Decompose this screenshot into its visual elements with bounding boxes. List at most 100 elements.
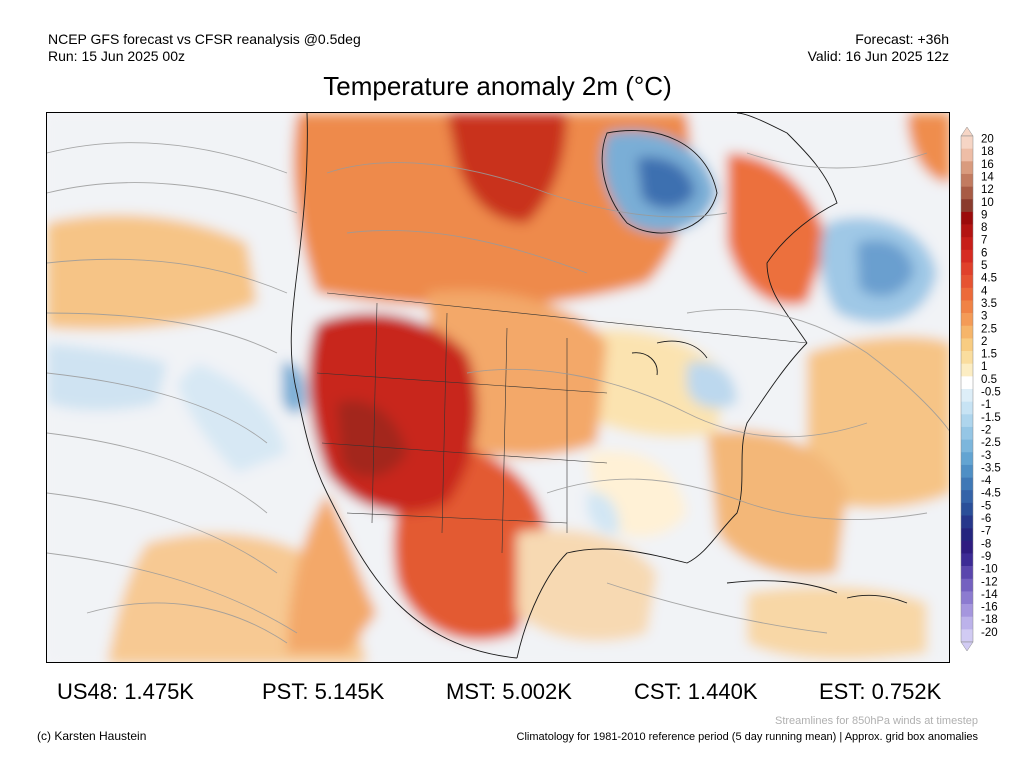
colorbar-swatch [961,161,973,175]
colorbar-swatch [961,591,973,605]
colorbar-label: -9 [981,551,991,563]
colorbar-swatch [961,401,973,415]
colorbar-label: -8 [981,538,991,550]
colorbar-label: 20 [981,134,994,146]
map-title: Temperature anomaly 2m (°C) [323,71,672,101]
colorbar-swatch [961,629,973,643]
colorbar-swatch [961,452,973,466]
model-line: NCEP GFS forecast vs CFSR reanalysis @0.… [48,31,361,47]
colorbar-label: 4.5 [981,273,997,285]
stat-est: EST: 0.752K [819,679,942,704]
colorbar-swatch [961,553,973,567]
colorbar-swatch [961,490,973,504]
colorbar-label: -0.5 [981,387,1001,399]
colorbar-label: 3 [981,311,987,323]
colorbar-swatch [961,351,973,364]
stat-mst: MST: 5.002K [446,679,572,704]
colorbar-label: -5 [981,500,991,512]
colorbar-label: -6 [981,513,991,525]
colorbar-label: 5 [981,260,987,272]
colorbar-swatch [961,148,973,162]
colorbar-label: -1.5 [981,412,1001,424]
colorbar-label: -1 [981,399,991,411]
colorbar-swatch [961,313,973,327]
colorbar-swatch [961,515,973,529]
colorbar-label: -3.5 [981,462,1001,474]
climatology-note: Climatology for 1981-2010 reference peri… [516,731,978,743]
colorbar-label: 6 [981,247,987,259]
colorbar-label: -18 [981,614,998,626]
colorbar-label: 3.5 [981,298,997,310]
header-left: NCEP GFS forecast vs CFSR reanalysis @0.… [48,31,361,65]
colorbar-label: -4 [981,475,992,487]
run-line: Run: 15 Jun 2025 00z [48,48,185,64]
colorbar-swatch [961,464,973,478]
stat-cst: CST: 1.440K [634,679,758,704]
colorbar-swatch [961,275,973,289]
colorbar-swatch [961,186,973,200]
colorbar-label: 0.5 [981,374,997,386]
colorbar-swatches [960,126,974,652]
credit-text: (c) Karsten Haustein [37,729,147,743]
colorbar-swatch [961,578,973,592]
colorbar-label: -3 [981,450,991,462]
streamlines-note: Streamlines for 850hPa winds at timestep [775,715,978,727]
header-right: Forecast: +36h Valid: 16 Jun 2025 12z [808,31,949,65]
colorbar-swatch [961,363,973,377]
streamlines [47,142,949,644]
colorbar-label: 8 [981,222,987,234]
colorbar-label: -12 [981,576,998,588]
valid-line: Valid: 16 Jun 2025 12z [807,48,949,64]
stat-us48: US48: 1.475K [57,679,194,704]
colorbar-swatch [961,540,973,554]
colorbar-swatch [961,616,973,630]
colorbar-label: 9 [981,209,987,221]
colorbar-swatch [961,502,973,516]
colorbar-swatch [961,262,973,276]
anomaly-map [46,112,950,663]
coastlines [290,113,908,659]
colorbar-swatch [961,477,973,491]
colorbar-swatch [961,237,973,251]
colorbar-label: 18 [981,146,994,158]
colorbar-label: 4 [981,285,988,297]
stat-pst: PST: 5.145K [262,679,385,704]
colorbar-swatch [961,528,973,542]
colorbar-swatch [961,224,973,238]
colorbar-labels: 201816141210987654.543.532.521.510.5-0.5… [981,134,1001,639]
colorbar-top-arrow [960,126,974,137]
colorbar-label: -20 [981,627,998,639]
colorbar-swatch [961,136,973,149]
colorbar-swatch [961,300,973,314]
colorbar-label: -7 [981,526,991,538]
colorbar-swatch [961,566,973,580]
colorbar-label: -4.5 [981,488,1001,500]
colorbar-swatch [961,211,973,225]
colorbar-label: 10 [981,197,994,209]
colorbar-swatch [961,376,973,390]
colorbar-swatch [961,389,973,402]
forecast-line: Forecast: +36h [855,31,949,47]
borders [316,292,808,554]
colorbar-label: -10 [981,564,998,576]
colorbar-swatch [961,249,973,263]
colorbar-swatch [961,173,973,187]
colorbar: 201816141210987654.543.532.521.510.5-0.5… [960,126,1001,652]
region-stats: US48: 1.475K PST: 5.145K MST: 5.002K CST… [0,677,1024,707]
colorbar-swatch [961,439,973,453]
colorbar-bottom-arrow [960,641,974,652]
colorbar-swatch [961,414,973,428]
colorbar-label: 2 [981,336,987,348]
colorbar-swatch [961,604,973,617]
colorbar-label: -2 [981,424,991,436]
colorbar-label: 1 [981,361,987,373]
anomaly-field [47,113,949,662]
colorbar-label: 2.5 [981,323,997,335]
colorbar-label: -2.5 [981,437,1001,449]
colorbar-label: 16 [981,159,994,171]
colorbar-swatch [961,325,973,339]
colorbar-label: 7 [981,235,987,247]
colorbar-swatch [961,199,973,213]
anomaly-map-graphic [47,113,949,662]
colorbar-label: 12 [981,184,994,196]
